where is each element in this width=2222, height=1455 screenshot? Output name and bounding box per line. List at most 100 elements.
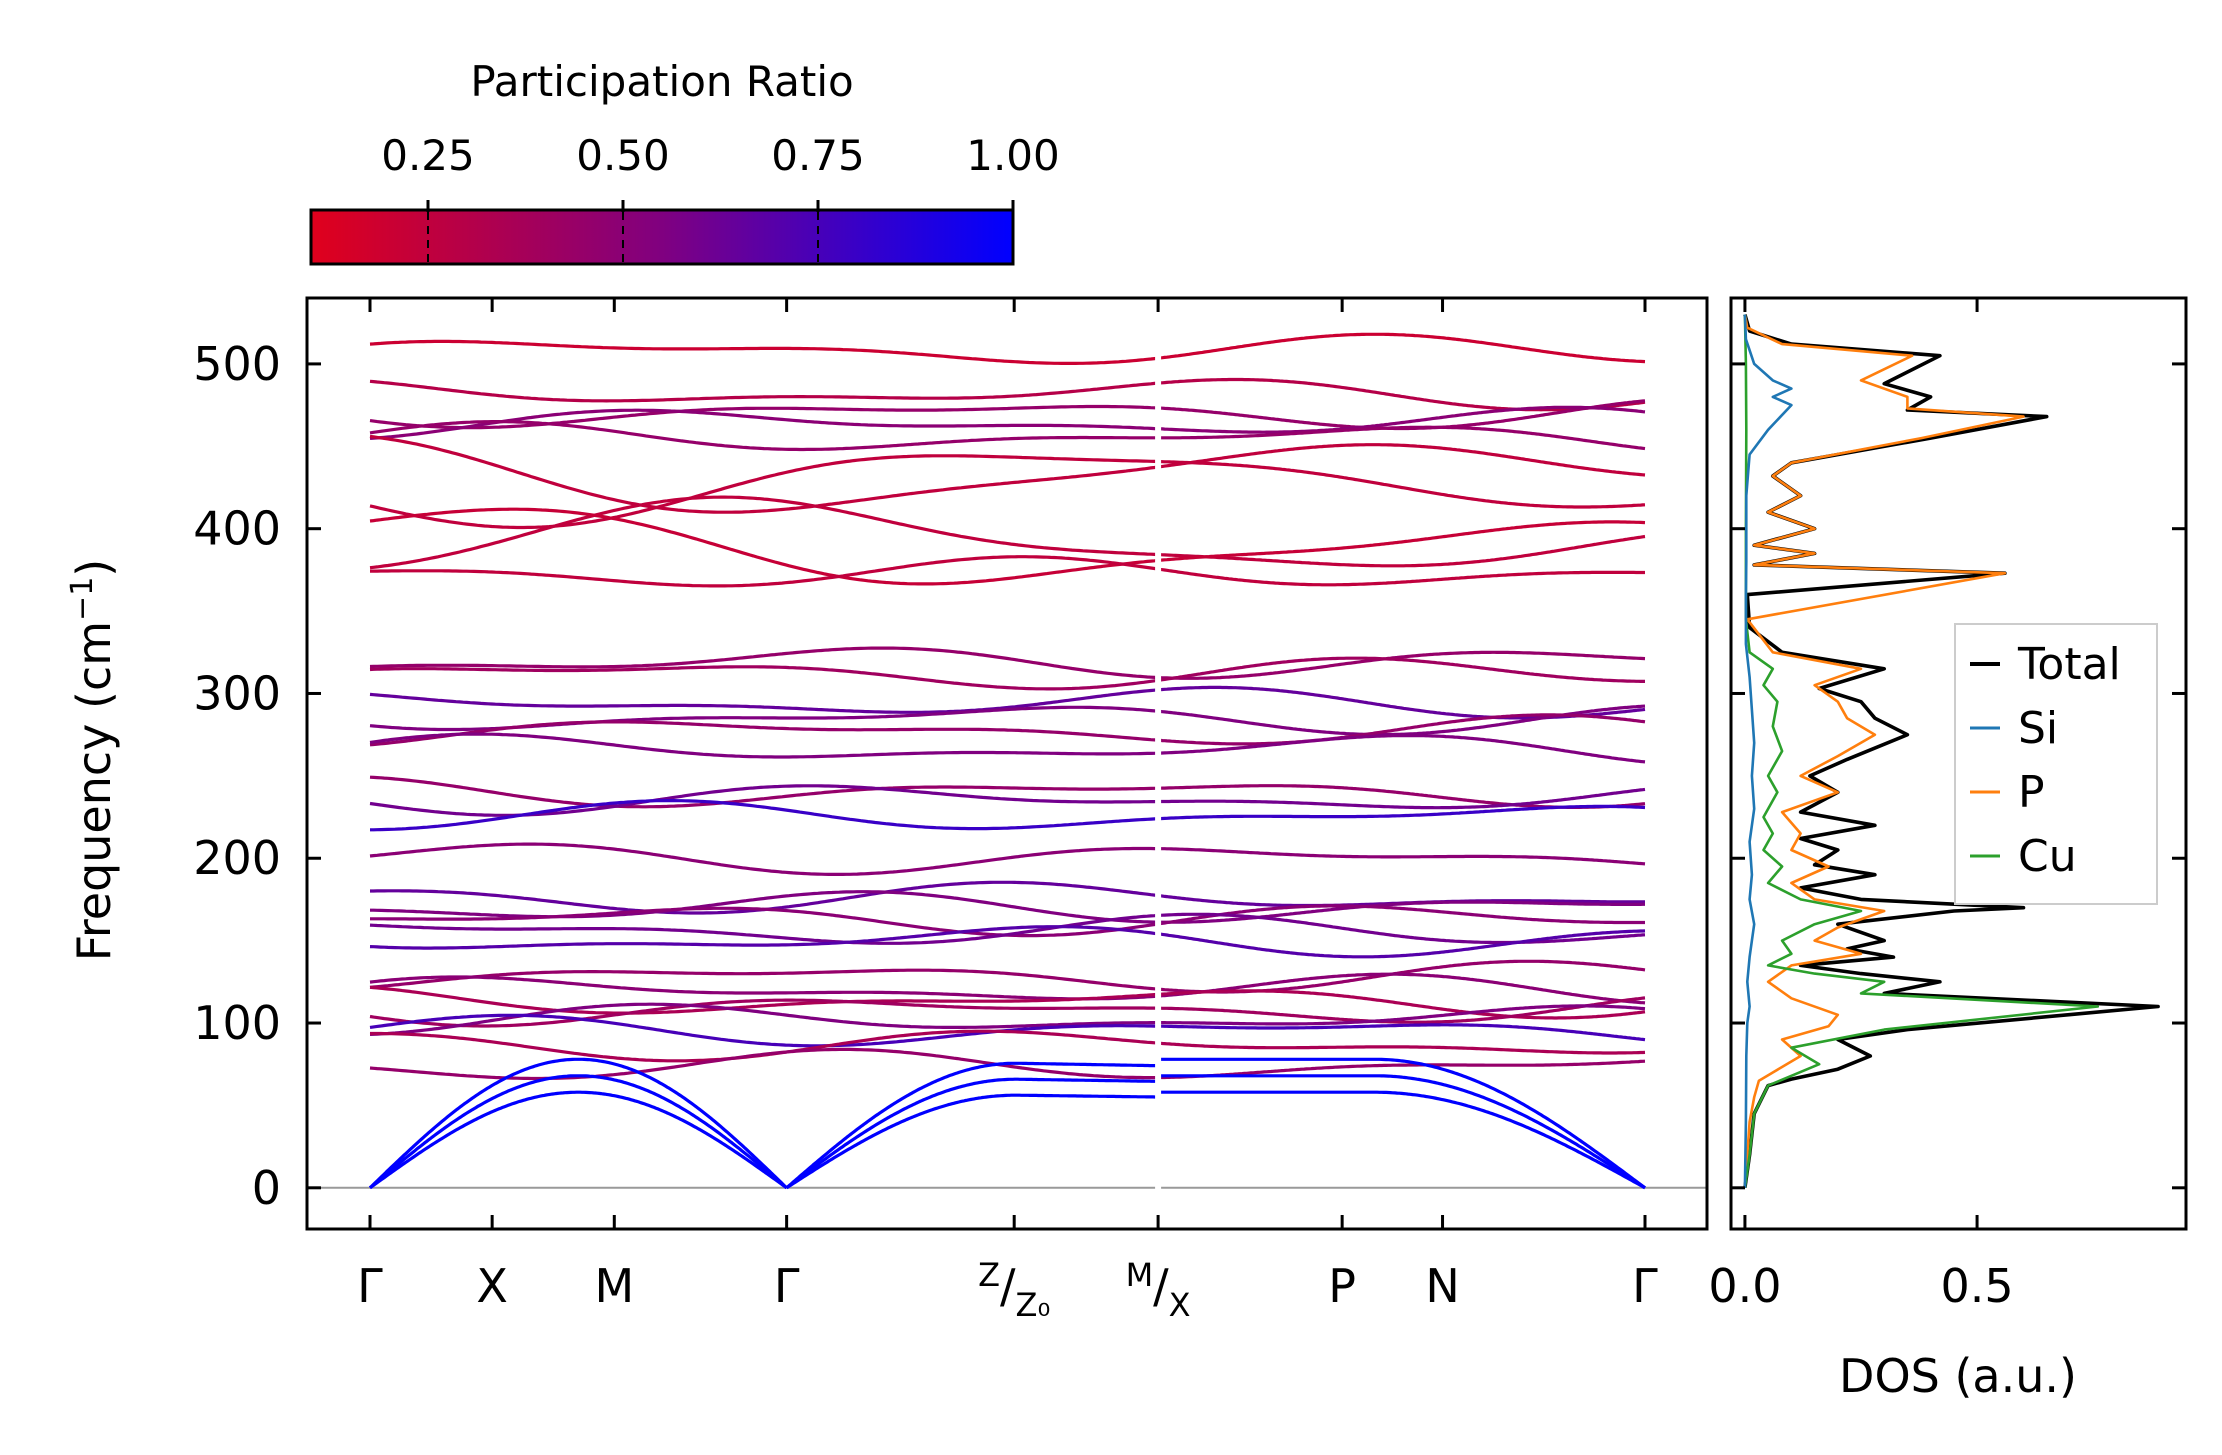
legend: Total Si P Cu bbox=[1954, 623, 2158, 905]
phonon-band bbox=[1157, 713, 1646, 746]
legend-label: Cu bbox=[2018, 831, 2077, 882]
k-point-label: Γ bbox=[357, 1259, 383, 1313]
phonon-band bbox=[369, 784, 1159, 817]
y-tick-label: 300 bbox=[193, 666, 281, 720]
path-break bbox=[1155, 299, 1162, 1228]
phonon-band bbox=[1157, 1041, 1646, 1055]
phonon-band bbox=[369, 408, 1159, 440]
phonon-band bbox=[1158, 460, 1646, 509]
phonon-band bbox=[369, 454, 1159, 530]
legend-label: Si bbox=[2018, 703, 2058, 754]
phonon-band bbox=[1158, 996, 1646, 1024]
colorbar-gradient bbox=[309, 208, 1015, 266]
dos-line-si bbox=[1743, 314, 1793, 1188]
phonon-band bbox=[369, 339, 1159, 365]
acoustic-branch bbox=[368, 1074, 788, 1190]
colorbar-tick-label: 0.25 bbox=[381, 131, 475, 180]
phonon-band bbox=[369, 925, 1159, 950]
y-tick-label: 400 bbox=[193, 502, 281, 556]
band-axes-frame bbox=[305, 296, 1709, 1231]
phonon-bands bbox=[368, 299, 1646, 1228]
band-structure-panel: 0 100 200 300 400 500 Γ X M Γ Z/Z₀ M/X P N Γ Frequenc… bbox=[65, 296, 1709, 1324]
phonon-band bbox=[370, 906, 1159, 938]
dos-axes-frame bbox=[1729, 296, 2188, 1231]
phonon-band bbox=[1157, 972, 1646, 1005]
legend-label: Total bbox=[2017, 639, 2121, 690]
phonon-band bbox=[369, 720, 1159, 747]
colorbar-tick-label: 0.75 bbox=[771, 131, 865, 180]
phonon-band bbox=[369, 775, 1159, 809]
phonon-band bbox=[370, 890, 1159, 924]
y-tick-label: 500 bbox=[193, 337, 281, 391]
phonon-band bbox=[1158, 847, 1646, 866]
k-point-label: P bbox=[1328, 1259, 1356, 1313]
x-axis-label: DOS (a.u.) bbox=[1839, 1349, 2077, 1403]
phonon-band bbox=[370, 1029, 1159, 1063]
phonon-band bbox=[1158, 1023, 1646, 1042]
phonon-band bbox=[369, 420, 1159, 452]
colorbar-title: Participation Ratio bbox=[470, 57, 853, 106]
phonon-band bbox=[1158, 804, 1646, 821]
colorbar-ticks: 0.25 0.50 0.75 1.00 bbox=[381, 131, 1060, 262]
acoustic-branch bbox=[785, 1077, 1159, 1190]
phonon-band bbox=[1158, 912, 1646, 945]
dos-x-tick-label: 0.5 bbox=[1940, 1259, 2013, 1313]
phonon-band bbox=[369, 434, 1159, 514]
phonon-band bbox=[369, 968, 1159, 991]
phonon-band bbox=[1158, 734, 1646, 764]
y-tick-label: 200 bbox=[193, 831, 281, 885]
phonon-band bbox=[1157, 443, 1646, 477]
phonon-band bbox=[1158, 784, 1646, 809]
dos-panel: 0.0 0.5 DOS (a.u.) Total Si P Cu bbox=[1708, 296, 2188, 1403]
legend-label: P bbox=[2018, 767, 2045, 818]
phonon-band bbox=[1158, 900, 1645, 924]
phonon-band bbox=[369, 688, 1159, 714]
phonon-band bbox=[1157, 929, 1646, 959]
dos-x-tick-label: 0.0 bbox=[1708, 1259, 1781, 1313]
phonon-band bbox=[369, 1013, 1159, 1048]
colorbar-tick-label: 0.50 bbox=[576, 131, 670, 180]
acoustic-branch bbox=[1158, 1090, 1646, 1190]
phonon-band bbox=[369, 665, 1159, 691]
y-axis-ticks: 0 100 200 300 400 500 bbox=[193, 337, 321, 1215]
phonon-band bbox=[1158, 787, 1646, 810]
phonon-band bbox=[1158, 1059, 1646, 1080]
phonon-band bbox=[1158, 405, 1646, 434]
phonon-band bbox=[369, 404, 1159, 430]
k-point-label: Γ bbox=[774, 1259, 800, 1313]
dos-line-cu bbox=[1743, 314, 2100, 1188]
phonon-band bbox=[1158, 1004, 1646, 1026]
acoustic-branch bbox=[785, 1061, 1159, 1189]
phonon-band bbox=[1158, 399, 1646, 431]
phonon-band bbox=[1158, 534, 1646, 568]
k-point-label: M bbox=[594, 1259, 634, 1313]
phonon-band bbox=[369, 1047, 1159, 1081]
k-path-ticks: Γ X M Γ Z/Z₀ M/X P N Γ bbox=[357, 298, 1658, 1324]
acoustic-branch bbox=[369, 1090, 788, 1190]
phonon-band bbox=[369, 732, 1159, 759]
phonon-band bbox=[369, 975, 1159, 1001]
colorbar: Participation Ratio 0.25 0.50 0.75 1.00 bbox=[309, 57, 1060, 266]
phonon-band bbox=[1157, 567, 1645, 587]
phonon-band bbox=[370, 799, 1159, 832]
phonon-band bbox=[369, 379, 1159, 403]
acoustic-branch bbox=[1158, 1074, 1646, 1190]
phonon-band bbox=[369, 985, 1159, 1015]
dos-series bbox=[1743, 314, 2160, 1189]
y-axis-label: Frequency (cm−1) bbox=[65, 559, 121, 962]
acoustic-branch bbox=[785, 1093, 1159, 1190]
phonon-band bbox=[1158, 650, 1646, 680]
phonon-band bbox=[369, 495, 1159, 570]
phonon-band bbox=[369, 1002, 1159, 1036]
phonon-band bbox=[369, 646, 1159, 680]
phonon-band bbox=[369, 913, 1159, 945]
k-point-split-label: M/X bbox=[1126, 1256, 1191, 1324]
dos-y-ticks bbox=[1731, 362, 2186, 1190]
phonon-band bbox=[1157, 332, 1646, 364]
phonon-band bbox=[1157, 520, 1646, 562]
k-point-label: N bbox=[1425, 1259, 1459, 1313]
dos-line-p bbox=[1743, 314, 2025, 1188]
y-tick-label: 0 bbox=[252, 1161, 281, 1215]
k-point-label: Γ bbox=[1632, 1259, 1658, 1313]
